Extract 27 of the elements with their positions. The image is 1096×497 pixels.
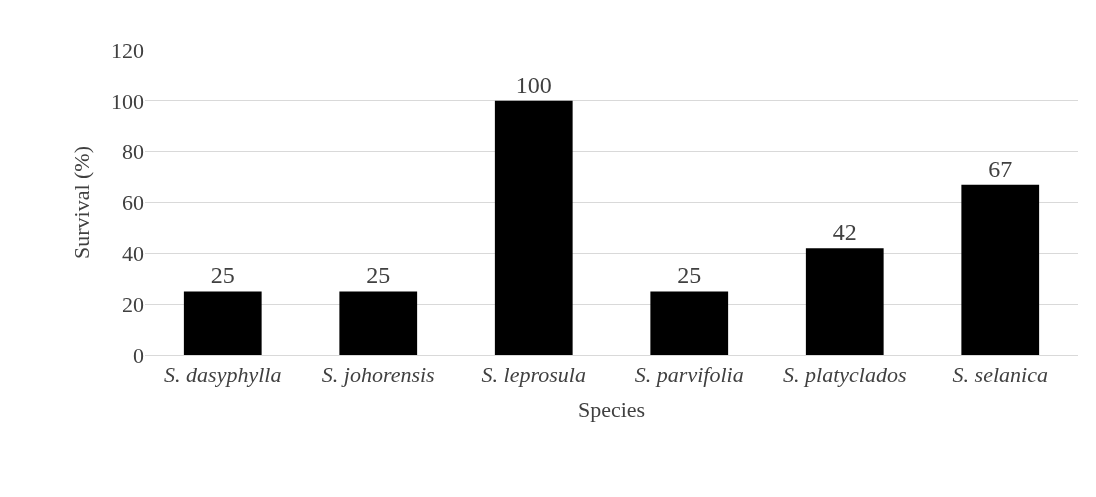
bar: [183, 291, 262, 355]
data-label: 25: [366, 262, 391, 289]
x-tick-label: S. platyclados: [783, 362, 907, 388]
y-tick-label: 80: [122, 139, 144, 165]
bar: [494, 100, 573, 355]
x-tick-label: S. parvifolia: [634, 362, 744, 388]
bar: [339, 291, 418, 355]
x-tick-label: S. selanica: [952, 362, 1048, 388]
bar: [805, 248, 884, 355]
data-label: 25: [677, 262, 702, 289]
data-label: 100: [515, 71, 552, 98]
bar: [650, 291, 729, 355]
y-tick-label: 120: [111, 37, 144, 63]
y-tick-label: 60: [122, 190, 144, 216]
data-label: 25: [210, 262, 235, 289]
y-tick-label: 20: [122, 291, 144, 317]
x-tick-label: S. dasyphylla: [164, 362, 282, 388]
x-tick-label: S. leprosula: [481, 362, 586, 388]
x-axis-title: Species: [577, 397, 646, 423]
y-tick-label: 100: [111, 88, 144, 114]
y-axis-title: Survival (%): [68, 145, 94, 260]
x-tick-label: S. johorensis: [321, 362, 435, 388]
data-label: 42: [832, 219, 857, 246]
data-label: 67: [988, 155, 1013, 182]
y-tick-label: 40: [122, 241, 144, 267]
bar: [961, 184, 1040, 355]
y-tick-label: 0: [133, 342, 144, 368]
